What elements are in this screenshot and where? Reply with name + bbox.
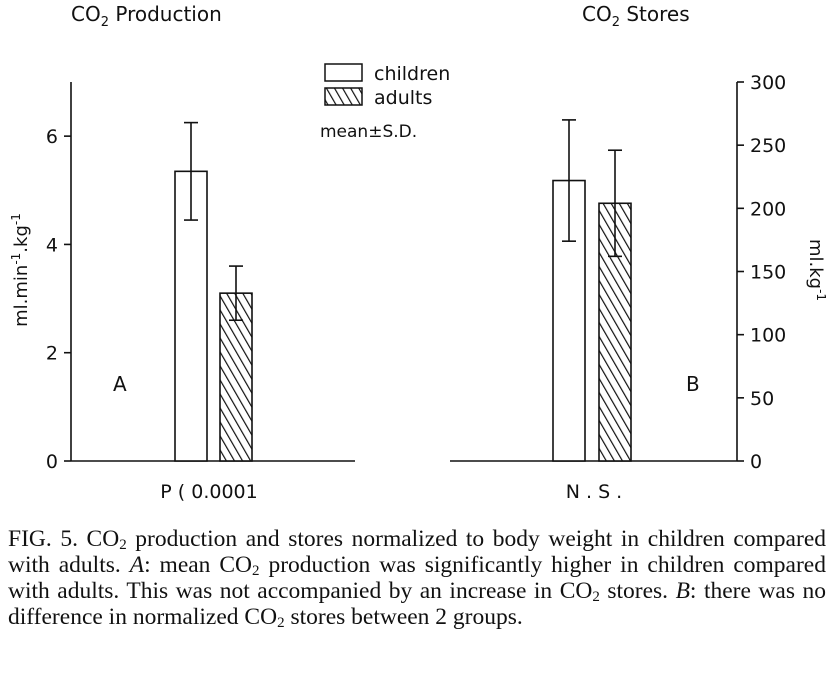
y-tick-label: 250 — [750, 135, 786, 157]
y-tick-label: 200 — [750, 198, 786, 220]
panel-b-title: CO2 Stores — [582, 2, 690, 30]
y-tick-label: 0 — [750, 451, 762, 473]
y-tick-label: 150 — [750, 262, 786, 284]
panel-a-letter: A — [113, 372, 127, 396]
y-tick-label: 300 — [750, 72, 786, 94]
panel-b-y-ticks: 0 50 100 150 200 250 300 — [737, 72, 786, 473]
panel-b-y-label: ml.kg-1 — [805, 239, 828, 301]
panel-b-letter: B — [686, 372, 700, 396]
y-tick-label: 4 — [46, 234, 58, 256]
panel-a-bars — [174, 121, 253, 462]
panel-a-annotation: P ( 0.0001 — [160, 481, 257, 503]
panel-a-y-label: ml.min-1.kg-1 — [9, 213, 32, 327]
legend-swatch-children — [324, 63, 363, 82]
legend-swatch-adults — [324, 87, 363, 106]
legend: children adults mean±S.D. — [320, 63, 450, 142]
y-tick-label: 6 — [46, 126, 58, 148]
y-tick-label: 100 — [750, 325, 786, 347]
panel-a-title: CO2 Production — [71, 2, 222, 30]
y-tick-label: 2 — [46, 343, 58, 365]
figure-caption: FIG. 5. CO2 production and stores normal… — [8, 526, 826, 631]
y-tick-label: 0 — [46, 451, 58, 473]
figure-5-chart: CO2 Production 0 2 4 6 ml.min-1.kg-1 A P ( … — [9, 2, 828, 503]
legend-label-adults: adults — [374, 87, 432, 109]
y-tick-label: 50 — [750, 388, 774, 410]
panel-b-annotation: N . S . — [566, 481, 622, 503]
legend-stat-note: mean±S.D. — [320, 122, 417, 142]
panel-b-bars — [552, 119, 632, 462]
panel-a: CO2 Production 0 2 4 6 ml.min-1.kg-1 A P ( … — [9, 2, 355, 503]
legend-label-children: children — [374, 63, 450, 85]
caption-text: CO2 production and stores normalized to … — [8, 526, 826, 631]
caption-fig-label: FIG. 5. — [8, 526, 78, 552]
panel-a-y-ticks: 0 2 4 6 — [46, 126, 71, 473]
bar-adults — [219, 292, 253, 462]
